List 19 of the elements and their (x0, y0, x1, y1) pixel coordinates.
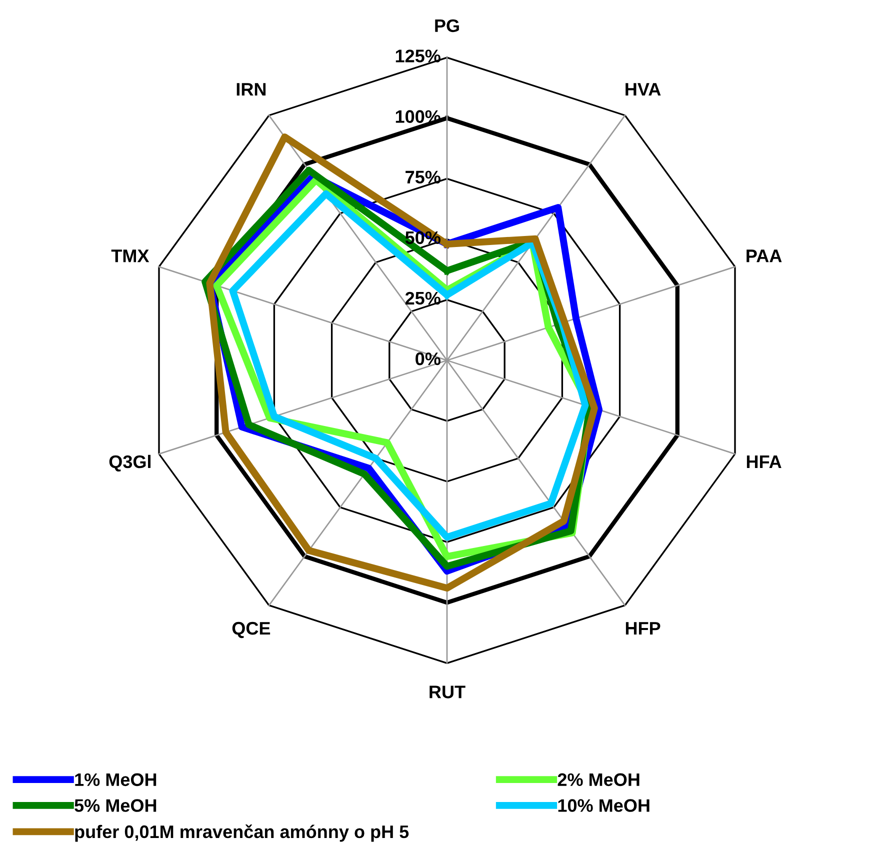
y-tick-label: 0% (416, 352, 440, 366)
spoke-label: TMX (111, 250, 150, 262)
legend-label: 2% MeOH (558, 773, 640, 786)
legend-label: pufer 0,01M mravenčan amónny o pH 5 (75, 824, 409, 842)
spoke-label: HVA (626, 83, 661, 96)
y-tick-label: 75% (406, 170, 440, 184)
spoke-label: RUT (430, 686, 466, 698)
legend-label: 1% MeOH (75, 773, 156, 786)
spoke-label: QCE (232, 622, 270, 638)
y-tick-label: 125% (396, 50, 440, 62)
spoke-label: PAA (746, 250, 782, 262)
spoke-label: Q3Gl (109, 454, 150, 472)
spoke-label: HFP (626, 622, 660, 635)
spoke-label: IRN (236, 83, 266, 96)
spoke-label: HFA (746, 456, 782, 468)
spoke-label: PG (435, 19, 459, 32)
legend-label: 10% MeOH (558, 799, 650, 812)
legend-label: 5% MeOH (74, 799, 156, 812)
y-tick-label: 25% (405, 292, 440, 305)
